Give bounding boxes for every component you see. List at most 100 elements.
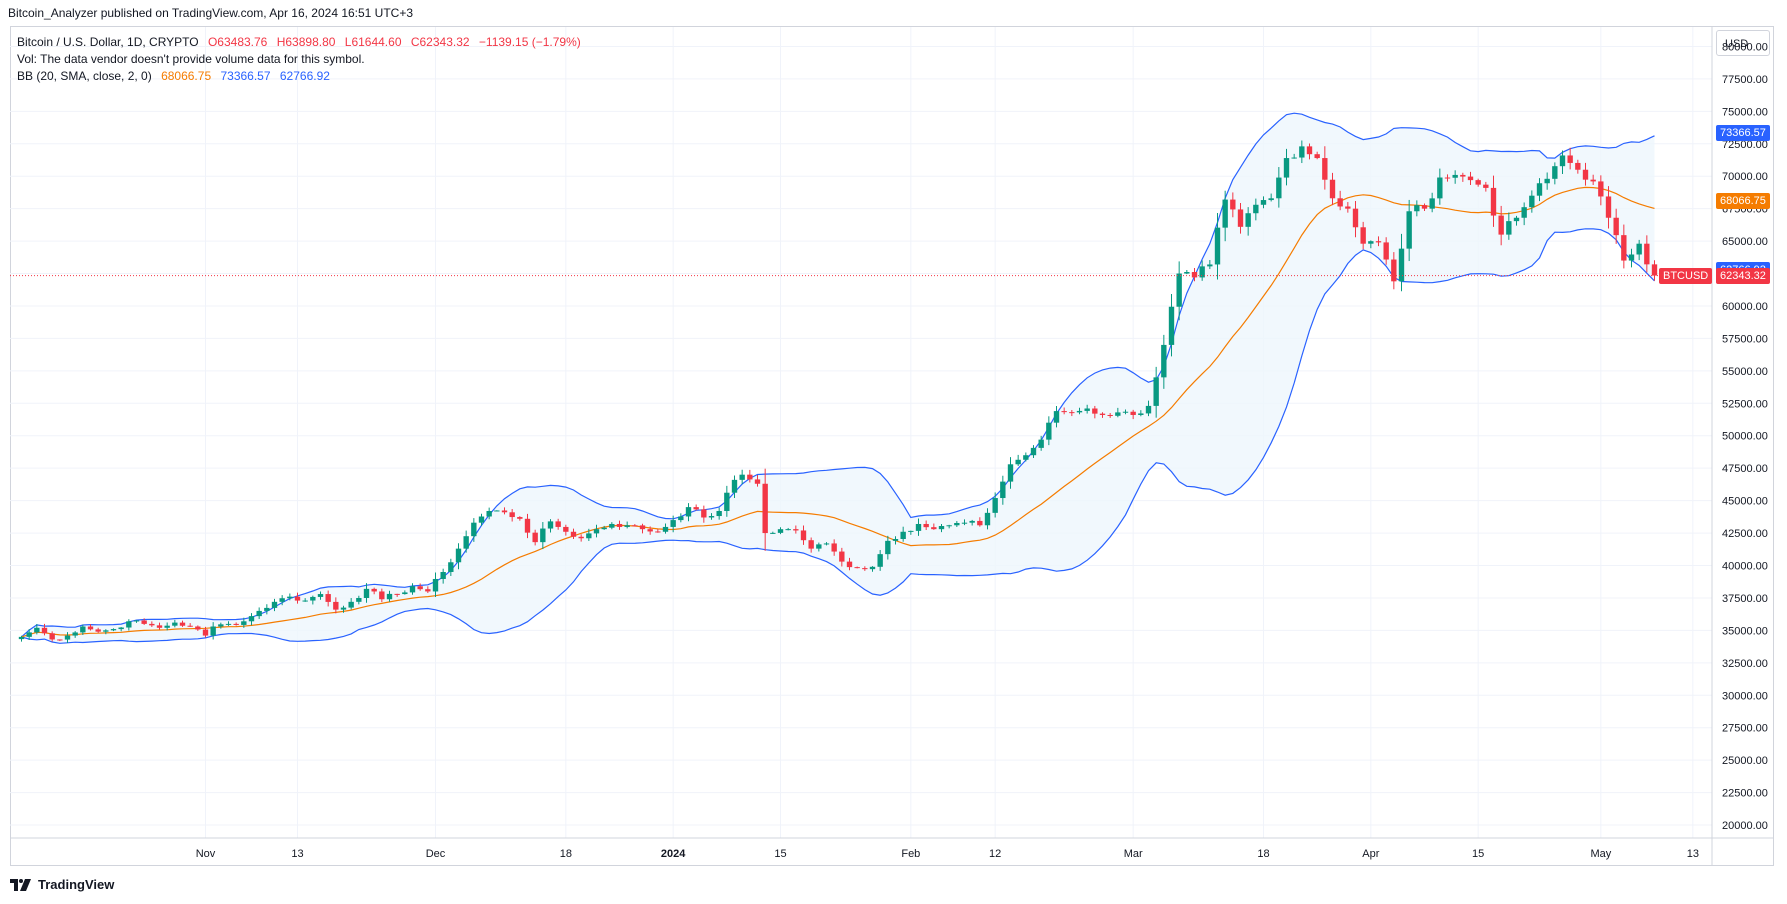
candle [639,523,646,534]
candle [1145,400,1152,417]
candle [1253,198,1259,221]
candle-body [869,566,876,570]
candle-body [1452,174,1458,178]
candle [425,586,431,594]
candle-body [524,518,531,533]
candle [992,492,998,518]
candle-body [1153,377,1159,406]
candle [716,507,722,520]
candle [616,520,623,530]
candle [862,566,868,571]
candle [1621,224,1627,269]
x-tick-label: Dec [426,848,446,860]
candle-body [839,551,845,562]
candle [1529,190,1535,213]
legend-symbol-title[interactable]: Bitcoin / U.S. Dollar, 1D, CRYPTO [17,35,199,49]
candle [64,632,71,644]
candle [1322,146,1328,190]
candle [1644,235,1650,273]
candle-body [356,597,362,602]
candle [800,525,807,545]
candle [1207,260,1213,270]
candle [1046,416,1052,446]
legend-change: −1139.15 (−1.79%) [478,35,581,49]
candle [1276,167,1282,208]
candle [662,523,669,534]
y-tick-label: 70000.00 [1722,171,1768,183]
candle-body [478,516,485,523]
candle-body [49,633,55,640]
candle [478,513,485,526]
candle [486,507,492,520]
candle-body [1145,405,1152,414]
candle-body [118,627,124,630]
candle [954,521,960,527]
x-tick-label: 13 [291,848,303,860]
currency-selector[interactable]: USD [1716,30,1770,56]
candle [402,590,408,595]
x-tick-label: Nov [196,848,216,860]
y-tick-label: 47500.00 [1722,463,1768,475]
candle [931,523,937,530]
candle-body [1345,206,1351,209]
candle-body [977,520,983,526]
candle-body [187,625,193,627]
candle-body [494,510,500,512]
y-tick-label: 50000.00 [1722,431,1768,443]
y-tick-label: 65000.00 [1722,236,1768,248]
candle [938,524,945,533]
candle-body [1605,196,1612,218]
candle-body [1444,177,1451,179]
legend-bb-label[interactable]: BB (20, SMA, close, 2, 0) [17,69,152,83]
candle [1130,409,1136,420]
candle-body [923,523,929,528]
candle-body [1598,181,1604,197]
candle-body [1467,176,1474,181]
candle-body [133,620,140,622]
candle [1582,162,1589,186]
legend-volume-note: Vol: The data vendor doesn't provide vol… [17,52,365,66]
candle [1383,237,1389,265]
candle [923,520,929,531]
candle-body [394,593,400,595]
candle [34,624,40,635]
candle [1176,261,1182,321]
candle-body [1046,422,1052,440]
candle [578,534,584,542]
candle [655,529,661,533]
candle-body [1582,169,1589,180]
candle [793,525,799,534]
candle [670,515,676,533]
candle [333,597,339,614]
candle-body [609,523,615,528]
candle-body [900,531,906,540]
candle [724,485,730,517]
tradingview-brand[interactable]: TradingView [10,877,114,892]
candle-body [1245,213,1251,227]
candle-body [908,530,914,532]
candle [248,613,255,626]
candle-body [425,589,431,592]
candle [279,595,285,606]
candle [908,530,914,535]
candle [984,508,991,530]
candle [18,635,25,642]
legend-bb-basis: 68066.75 [161,69,212,83]
y-tick-label: 32500.00 [1722,658,1768,670]
candle [432,572,439,598]
candle-body [432,578,439,592]
candle [1398,233,1405,292]
candle [532,529,538,546]
candle-body [1107,414,1113,416]
candle-body [1490,187,1497,216]
candle [808,537,814,553]
candle [348,598,354,610]
candle [172,619,178,628]
candle [708,513,715,520]
x-tick-label: Feb [901,848,920,860]
candle-body [1483,184,1489,188]
candle [961,519,968,526]
candle-body [678,516,684,521]
candle [524,513,531,539]
